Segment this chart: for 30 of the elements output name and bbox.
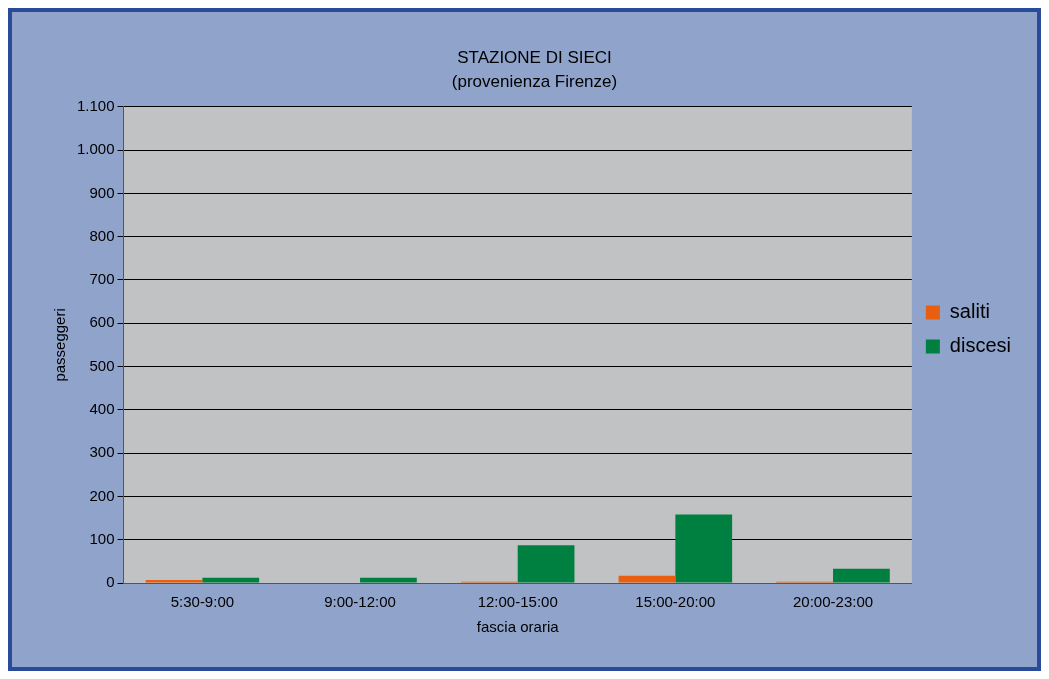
- legend-label: discesi: [949, 334, 1012, 357]
- bar: [145, 579, 203, 583]
- chart-title: STAZIONE DI SIECI: [457, 47, 612, 67]
- bar: [833, 568, 890, 583]
- y-tick-label: 200: [89, 486, 115, 504]
- bar: [202, 577, 260, 583]
- y-tick-label: 700: [89, 270, 115, 288]
- chart-subtitle: (provenienza Firenze): [451, 72, 618, 92]
- bar: [360, 577, 417, 583]
- legend-label: saliti: [949, 300, 990, 323]
- y-tick-label: 400: [89, 399, 115, 417]
- y-tick-label: 500: [89, 356, 115, 374]
- bar: [675, 514, 733, 583]
- y-tick-label: 600: [89, 313, 115, 331]
- x-tick-label: 9:00-12:00: [324, 593, 396, 611]
- x-tick-label: 12:00-15:00: [477, 593, 558, 611]
- y-tick-label: 100: [89, 529, 115, 547]
- x-tick-label: 20:00-23:00: [793, 593, 874, 611]
- x-tick-label: 5:30-9:00: [170, 593, 235, 611]
- y-tick-label: 300: [89, 443, 115, 461]
- y-axis-title: passeggeri: [51, 308, 69, 382]
- x-axis-title: fascia oraria: [476, 618, 560, 636]
- bar: [618, 575, 676, 583]
- y-tick-label: 900: [89, 183, 115, 201]
- bar: [517, 545, 575, 583]
- y-tick-label: 1.000: [76, 140, 115, 158]
- y-tick-label: 1.100: [76, 96, 115, 114]
- y-tick-label: 800: [89, 226, 115, 244]
- y-tick-label: 0: [106, 573, 115, 591]
- x-tick-label: 15:00-20:00: [635, 593, 716, 611]
